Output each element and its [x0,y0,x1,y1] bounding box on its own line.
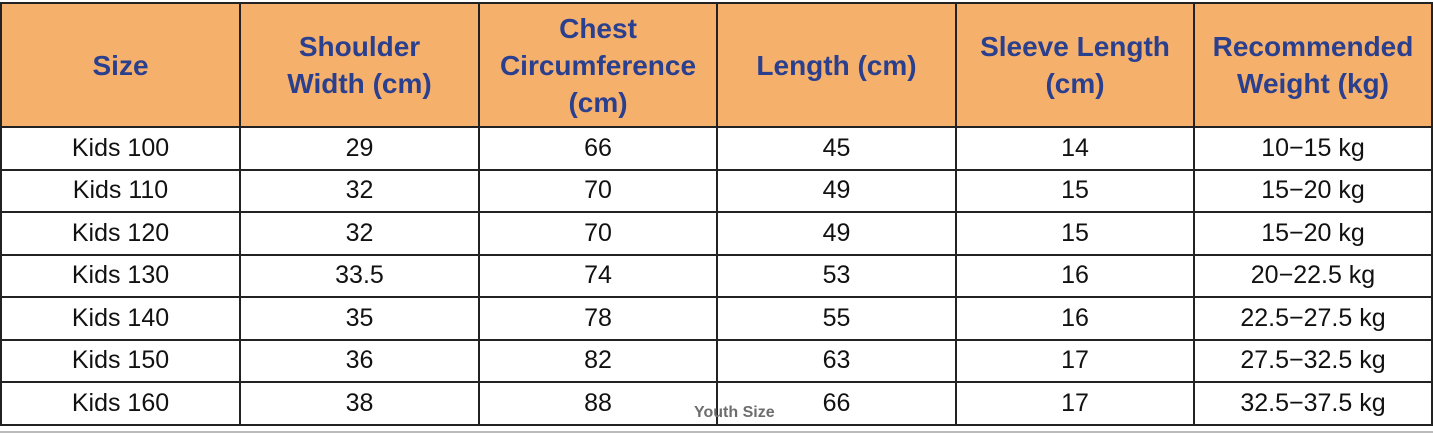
table-cell: 32 [239,168,480,213]
header-line: Sleeve Length [980,31,1170,62]
table-cell: 36 [239,338,480,383]
table-cell: 15−20 kg [1193,211,1433,256]
table-cell: 17 [955,338,1195,383]
table-cell: 78 [478,296,718,341]
table-cell: 17 [955,381,1195,426]
table-row: Kids 140 35 78 55 16 22.5−27.5 kg [0,296,1433,341]
table-cell: 32 [239,211,480,256]
header-line: Weight (kg) [1237,68,1389,99]
table-cell: 38 [239,381,480,426]
table-cell: Kids 120 [0,211,241,256]
header-line: Chest [559,12,637,44]
header-line: Shoulder [298,31,421,62]
table-cell: 70 [478,168,718,213]
header-line: (cm) [1045,68,1105,99]
table-cell: 29 [239,126,480,171]
header-line: Length (cm) [756,49,917,81]
table-cell: 20−22.5 kg [1193,253,1433,298]
header-cell: Sleeve Length (cm) [955,2,1195,128]
table-row: Kids 160 38 88 66 17 32.5−37.5 kg [0,381,1433,426]
bottom-rule [0,431,1433,433]
table-cell: Kids 150 [0,338,241,383]
table-cell: 53 [716,253,957,298]
header-cell: Chest Circumference (cm) [478,2,718,128]
table-row: Kids 100 29 66 45 14 10−15 kg [0,126,1433,171]
table-cell: 35 [239,296,480,341]
table-cell: 82 [478,338,718,383]
header-line: (cm) [568,86,628,118]
table-cell: 15 [955,211,1195,256]
table-row: Kids 150 36 82 63 17 27.5−32.5 kg [0,338,1433,383]
table-cell: 49 [716,168,957,213]
table-cell: 88 [478,381,718,426]
table-cell: Kids 130 [0,253,241,298]
table-cell: 45 [716,126,957,171]
table-cell: 15 [955,168,1195,213]
table-row: Kids 120 32 70 49 15 15−20 kg [0,211,1433,256]
table-cell: 10−15 kg [1193,126,1433,171]
header-line: Recommended [1212,31,1414,62]
table-cell: 27.5−32.5 kg [1193,338,1433,383]
watermark: Youth Size [694,404,775,421]
table-cell: 14 [955,126,1195,171]
table-body: Kids 100 29 66 45 14 10−15 kg Kids 110 32 70 49 15… [0,126,1433,426]
header-cell: Shoulder Width (cm) [239,2,480,128]
table-cell: 70 [478,211,718,256]
header-line: Circumference [499,49,697,81]
size-table: Size Shoulder Width (cm) Chest Circumference… [0,2,1433,426]
table-cell: Kids 140 [0,296,241,341]
table-cell: 16 [955,296,1195,341]
table-cell: 16 [955,253,1195,298]
header-row: Size Shoulder Width (cm) Chest Circumference… [0,2,1433,128]
table-cell: 33.5 [239,253,480,298]
table-cell: 66 [716,381,957,426]
table-cell: 15−20 kg [1193,168,1433,213]
table-cell: Kids 110 [0,168,241,213]
header-cell: Length (cm) [716,2,957,128]
table-row: Kids 110 32 70 49 15 15−20 kg [0,168,1433,213]
table-cell: Kids 160 [0,381,241,426]
header-cell: Recommended Weight (kg) [1193,2,1433,128]
table-cell: 63 [716,338,957,383]
header-cell: Size [0,2,241,128]
table-cell: 74 [478,253,718,298]
table-cell: 55 [716,296,957,341]
table-cell: Kids 100 [0,126,241,171]
table-cell: 66 [478,126,718,171]
table-cell: 49 [716,211,957,256]
header-line: Width (cm) [287,68,432,99]
header-line: Size [92,49,149,81]
table-cell: 22.5−27.5 kg [1193,296,1433,341]
table-row: Kids 130 33.5 74 53 16 20−22.5 kg [0,253,1433,298]
table-cell: 32.5−37.5 kg [1193,381,1433,426]
